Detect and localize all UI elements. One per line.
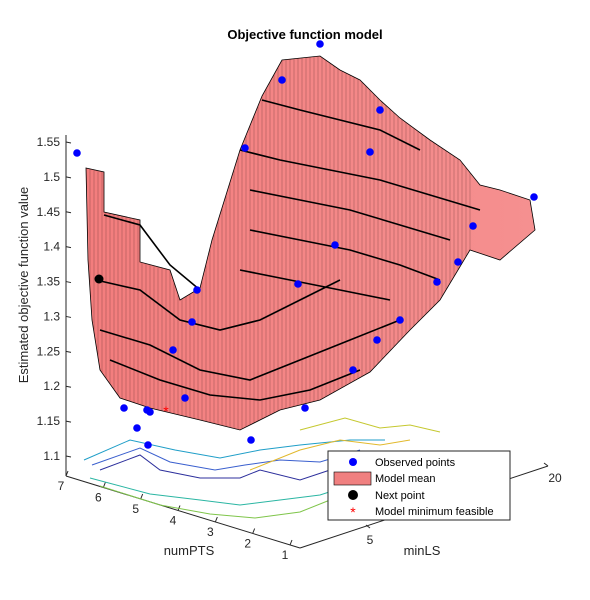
numPTS-tick-label: 6 [95,491,102,505]
observed-point [73,149,81,157]
legend-next-label: Next point [375,490,425,502]
surface-terrace [261,99,421,151]
observed-points [73,40,538,449]
surface-terrace [103,214,201,291]
observed-point [144,441,152,449]
minLS-tick-mark [543,462,549,467]
contour-line [83,439,385,461]
observed-point [133,424,141,432]
z-tick-mark [65,315,72,318]
observed-point [376,106,384,114]
z-tick-mark [65,281,72,284]
z-tick-label: 1.55 [37,135,61,149]
z-tick-mark [65,211,72,214]
z-tick-label: 1.4 [43,240,60,254]
minLS-ticks: 5 20 [365,462,562,547]
observed-point [433,278,441,286]
z-tick-label: 1.35 [37,275,61,289]
z-tick-label: 1.25 [37,344,61,358]
z-tick-mark [65,246,72,249]
model-mean-surface [85,55,536,431]
observed-point [373,336,381,344]
z-ticks: 1.1 1.15 1.2 1.25 1.3 1.35 1.4 1.45 1.5 1.55 [37,135,72,463]
observed-point [241,144,249,152]
surface-terrace [95,279,341,331]
minLS-tick-label: 5 [367,533,374,547]
numPTS-tick-mark [252,528,256,534]
z-tick-label: 1.15 [37,414,61,428]
numPTS-tick-mark [289,539,293,546]
z-tick-mark [65,455,72,458]
numPTS-tick-label: 4 [170,514,177,528]
contour-line [99,454,331,481]
numPTS-tick-mark [214,516,218,523]
contour-line [99,485,331,519]
z-tick-mark [65,176,72,179]
observed-point [396,316,404,324]
chart-title: Objective function model [227,27,382,42]
model-minimum-marker: * [163,403,169,419]
special-points: * [94,274,169,419]
observed-point [169,346,177,354]
numPTS-ticks: 7 6 5 4 3 2 1 [58,470,293,562]
legend-observed-label: Observed points [375,457,456,469]
contour-line [299,417,441,433]
minLS-tick-mark [365,524,371,529]
legend-minimum-marker: * [350,504,356,520]
z-tick-label: 1.45 [37,205,61,219]
minLS-axis-label: minLS [404,543,441,558]
z-tick-label: 1.2 [43,379,60,393]
numPTS-tick-label: 2 [244,537,251,551]
legend-mean-swatch [333,471,372,486]
z-tick-mark [65,385,72,388]
legend-next-marker [348,490,358,500]
z-tick-label: 1.3 [43,309,60,323]
observed-point [120,404,128,412]
surface-terrace [249,229,441,281]
observed-point [294,280,302,288]
numPTS-axis-label: numPTS [164,543,215,558]
z-tick-mark [65,420,72,423]
numPTS-tick-label: 7 [58,479,65,493]
z-tick-mark [65,350,72,353]
next-point-marker [94,274,104,284]
surface-terrace [239,149,481,211]
observed-point [188,318,196,326]
observed-point [146,408,154,416]
observed-point [331,241,339,249]
observed-point [193,286,201,294]
numPTS-tick-label: 3 [207,525,214,539]
legend-observed-marker [349,458,357,466]
observed-point [366,148,374,156]
observed-point [278,76,286,84]
observed-point [247,436,255,444]
legend-box [327,450,511,521]
z-tick-label: 1.5 [43,170,60,184]
legend: Observed points Model mean Next point * … [327,450,511,521]
surface-terrace [99,319,401,381]
surface-terrace [239,269,391,301]
z-tick-mark [65,141,72,144]
legend-minimum-label: Model minimum feasible [375,506,494,518]
numPTS-tick-mark [65,470,69,477]
contour-line [91,447,361,471]
numPTS-tick-mark [140,493,144,500]
observed-point [316,40,324,48]
minLS-tick-label: 20 [548,471,562,485]
z-tick-label: 1.1 [43,449,60,463]
observed-point [301,404,309,412]
observed-point [181,394,189,402]
surface-terrace [249,189,451,241]
z-axis-label: Estimated objective function value [16,187,31,384]
legend-mean-label: Model mean [375,473,436,485]
observed-point [469,222,477,230]
numPTS-tick-label: 5 [132,502,139,516]
observed-point [454,258,462,266]
numPTS-tick-label: 1 [282,548,289,562]
observed-point [349,366,357,374]
contour-line [249,439,411,471]
surface-terrace [109,359,361,401]
observed-point [530,193,538,201]
